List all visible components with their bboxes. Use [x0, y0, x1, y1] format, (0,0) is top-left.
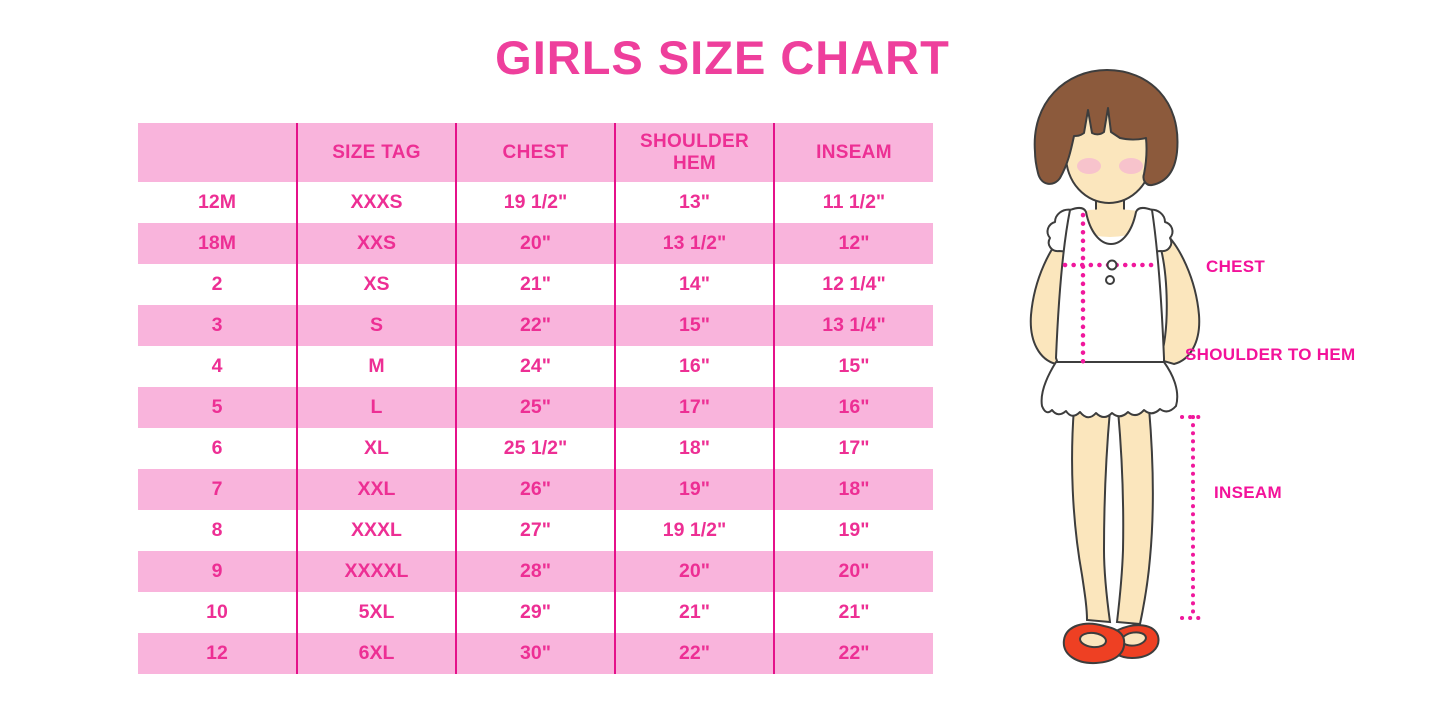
table-cell: 20"	[615, 551, 775, 592]
size-table: SIZE TAG CHEST SHOULDER HEM INSEAM 12M XXXS 1…	[138, 123, 933, 674]
table-cell: 19"	[774, 510, 933, 551]
table-cell: 18M	[138, 223, 298, 264]
table-cell: 12 1/4"	[774, 264, 933, 305]
table-row: 12M XXXS 19 1/2" 13" 11 1/2"	[138, 182, 933, 223]
inseam-label: INSEAM	[1214, 483, 1282, 502]
size-table-body: 12M XXXS 19 1/2" 13" 11 1/2" 18M XXS 20" 13 1/2"…	[138, 182, 933, 674]
header-cell: SHOULDER HEM	[615, 123, 775, 182]
table-cell: 27"	[456, 510, 616, 551]
table-cell: 24"	[456, 346, 616, 387]
right-leg	[1115, 406, 1154, 626]
table-cell: 6XL	[297, 633, 457, 674]
header-cell	[138, 123, 298, 182]
table-row: 8 XXXL 27" 19 1/2" 19"	[138, 510, 933, 551]
table-cell: 26"	[456, 469, 616, 510]
table-cell: 12	[138, 633, 298, 674]
table-cell: 22"	[774, 633, 933, 674]
table-cell: 21"	[615, 592, 775, 633]
table-row: 5 L 25" 17" 16"	[138, 387, 933, 428]
table-row: 6 XL 25 1/2" 18" 17"	[138, 428, 933, 469]
table-cell: 8	[138, 510, 298, 551]
table-cell: 7	[138, 469, 298, 510]
header-cell: CHEST	[456, 123, 616, 182]
table-cell: 25"	[456, 387, 616, 428]
table-cell: 15"	[774, 346, 933, 387]
table-cell: 16"	[774, 387, 933, 428]
table-cell: XXL	[297, 469, 457, 510]
table-cell: 12"	[774, 223, 933, 264]
table-cell: 12M	[138, 182, 298, 223]
table-cell: 28"	[456, 551, 616, 592]
shoulder-to-hem-label: SHOULDER TO HEM	[1185, 345, 1356, 364]
table-row: 12 6XL 30" 22" 22"	[138, 633, 933, 674]
right-arm	[1158, 228, 1201, 366]
table-row: 7 XXL 26" 19" 18"	[138, 469, 933, 510]
right-blush	[1119, 158, 1143, 174]
table-cell: XS	[297, 264, 457, 305]
left-shoe-opening	[1079, 631, 1107, 649]
table-cell: XXS	[297, 223, 457, 264]
table-cell: 17"	[615, 387, 775, 428]
table-cell: 13 1/2"	[615, 223, 775, 264]
table-cell: 21"	[774, 592, 933, 633]
table-cell: 18"	[615, 428, 775, 469]
table-row: 18M XXS 20" 13 1/2" 12"	[138, 223, 933, 264]
top-button	[1106, 259, 1118, 271]
table-cell: 25 1/2"	[456, 428, 616, 469]
table-row: 3 S 22" 15" 13 1/4"	[138, 305, 933, 346]
table-row: 2 XS 21" 14" 12 1/4"	[138, 264, 933, 305]
header-cell: SIZE TAG	[297, 123, 457, 182]
page-title: GIRLS SIZE CHART	[495, 31, 950, 84]
table-cell: 17"	[774, 428, 933, 469]
table-row: 10 5XL 29" 21" 21"	[138, 592, 933, 633]
table-row: 4 M 24" 16" 15"	[138, 346, 933, 387]
table-cell: 22"	[456, 305, 616, 346]
skirt	[1040, 361, 1179, 419]
table-cell: 13"	[615, 182, 775, 223]
table-cell: XXXL	[297, 510, 457, 551]
header-cell: INSEAM	[774, 123, 933, 182]
table-cell: 21"	[456, 264, 616, 305]
table-cell: 10	[138, 592, 298, 633]
table-cell: 5XL	[297, 592, 457, 633]
girl-illustration	[1029, 69, 1206, 665]
table-cell: 3	[138, 305, 298, 346]
chest-label: CHEST	[1206, 257, 1266, 276]
table-cell: 19 1/2"	[615, 510, 775, 551]
left-leg	[1071, 406, 1112, 624]
measurement-figure: CHEST SHOULDER TO HEM INSEAM	[1000, 60, 1445, 723]
table-cell: 19 1/2"	[456, 182, 616, 223]
table-cell: 6	[138, 428, 298, 469]
table-cell: 30"	[456, 633, 616, 674]
table-cell: XL	[297, 428, 457, 469]
table-cell: L	[297, 387, 457, 428]
table-cell: 16"	[615, 346, 775, 387]
table-cell: XXXS	[297, 182, 457, 223]
table-cell: XXXXL	[297, 551, 457, 592]
table-cell: 11 1/2"	[774, 182, 933, 223]
table-cell: 5	[138, 387, 298, 428]
table-cell: 14"	[615, 264, 775, 305]
table-cell: 2	[138, 264, 298, 305]
table-cell: 13 1/4"	[774, 305, 933, 346]
size-table-header: SIZE TAG CHEST SHOULDER HEM INSEAM	[138, 123, 933, 182]
table-cell: 29"	[456, 592, 616, 633]
table-cell: 15"	[615, 305, 775, 346]
table-cell: 20"	[774, 551, 933, 592]
table-cell: 9	[138, 551, 298, 592]
left-blush	[1077, 158, 1101, 174]
table-cell: S	[297, 305, 457, 346]
table-cell: 4	[138, 346, 298, 387]
table-cell: 19"	[615, 469, 775, 510]
table-row: 9 XXXXL 28" 20" 20"	[138, 551, 933, 592]
table-cell: M	[297, 346, 457, 387]
hair	[1033, 69, 1179, 187]
bottom-button	[1105, 275, 1115, 285]
table-cell: 18"	[774, 469, 933, 510]
table-cell: 20"	[456, 223, 616, 264]
table-cell: 22"	[615, 633, 775, 674]
